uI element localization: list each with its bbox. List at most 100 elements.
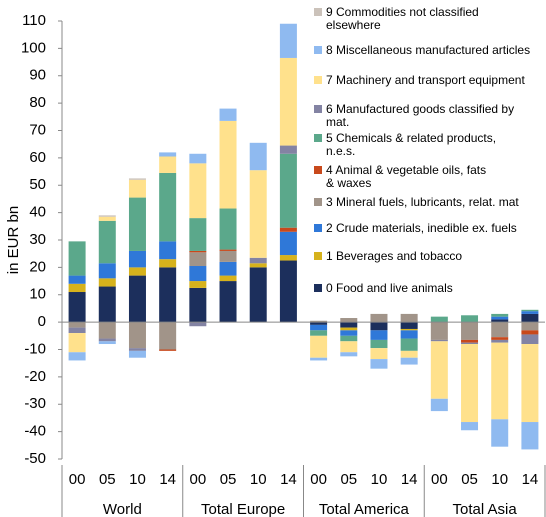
y-tick-label: 110 (22, 12, 46, 29)
bar-segment (430, 398, 448, 412)
x-tick-label: 05 (220, 471, 237, 488)
bar-segment (98, 341, 116, 345)
bar-segment (98, 322, 116, 339)
legend-swatch (314, 198, 322, 206)
bar-segment (279, 255, 297, 261)
bar-segment (310, 320, 328, 323)
bar-segment (159, 259, 177, 268)
bar-segment (128, 197, 146, 251)
bar-segment (249, 267, 267, 323)
bar-segment (98, 220, 116, 264)
bar-segment (98, 338, 116, 342)
legend-swatch (314, 76, 322, 84)
bar-segment (128, 275, 146, 323)
legend-label: 2 Crude materials, inedible ex. fuels (326, 221, 517, 235)
bar-segment (491, 342, 509, 420)
x-tick-label: 05 (461, 471, 478, 488)
bar-segment (491, 419, 509, 447)
legend-label: 1 Beverages and tobacco (326, 249, 463, 263)
bar-segment (128, 322, 146, 349)
bar-segment (68, 327, 86, 334)
x-tick-label: 00 (310, 471, 327, 488)
x-tick-label: 10 (250, 471, 267, 488)
bar-segment (68, 292, 86, 323)
group-label: Total Europe (201, 501, 285, 517)
bar-segment (219, 108, 237, 121)
bar-segment (340, 330, 358, 336)
bar-segment (98, 215, 116, 217)
y-tick-label: 70 (29, 121, 46, 138)
legend-label: 8 Miscellaneous manufactured articles (326, 43, 531, 57)
y-tick-label: 0 (38, 313, 46, 330)
bar-segment (340, 335, 358, 342)
bar-segment (159, 322, 177, 350)
x-tick-label: 00 (190, 471, 207, 488)
bar-segment (189, 163, 207, 219)
bar-segment (249, 170, 267, 258)
bar-segment (400, 322, 418, 329)
bar-segment (491, 337, 509, 340)
bar-segment (68, 333, 86, 353)
y-tick-label: 60 (29, 149, 46, 166)
bar-segment (521, 422, 539, 450)
bar-segment (370, 330, 388, 340)
bar-segment (219, 250, 237, 262)
bar-segment (189, 322, 207, 327)
bar-segment (491, 313, 509, 317)
x-tick-label: 00 (431, 471, 448, 488)
bar-segment (279, 23, 297, 58)
y-tick-label: -50 (24, 450, 46, 467)
x-tick-label: 05 (99, 471, 116, 488)
y-tick-label: 80 (29, 94, 46, 111)
bar-segment (128, 250, 146, 268)
bar-segment (400, 330, 418, 339)
x-tick-label: 10 (371, 471, 388, 488)
x-tick-label: 05 (340, 471, 357, 488)
bar-segment (159, 172, 177, 242)
bar-segment (98, 278, 116, 287)
bar-segment (400, 328, 418, 331)
bar-segment (400, 313, 418, 323)
bar-segment (491, 316, 509, 320)
bar-segment (189, 218, 207, 251)
bar-segment (521, 309, 539, 312)
legend-label: 4 Animal & vegetable oils, fats & waxes (326, 163, 487, 190)
bar-segment (461, 322, 479, 340)
y-tick-label: 40 (29, 204, 46, 221)
bar-segment (159, 152, 177, 157)
legend-label: 0 Food and live animals (326, 281, 453, 295)
bar-segment (98, 286, 116, 323)
bar-segment (491, 319, 509, 323)
legend-swatch (314, 8, 322, 16)
bar-segment (461, 344, 479, 423)
bar-segment (219, 120, 237, 209)
bar-segment (279, 57, 297, 146)
legend-swatch (314, 224, 322, 232)
bar-segment (340, 322, 358, 328)
bar-segment (430, 316, 448, 323)
legend-swatch (314, 252, 322, 260)
x-tick-label: 10 (491, 471, 508, 488)
x-tick-label: 14 (522, 471, 539, 488)
y-axis-label: in EUR bn (5, 206, 22, 274)
bar-segment (340, 341, 358, 353)
legend-swatch (314, 105, 322, 113)
x-tick-label: 14 (401, 471, 418, 488)
bar-segment (279, 153, 297, 228)
x-tick-label: 00 (69, 471, 86, 488)
bar-segment (461, 315, 479, 323)
bar-segment (521, 330, 539, 335)
bar-segment (279, 231, 297, 256)
bar-segment (430, 339, 448, 342)
bar-segment (400, 357, 418, 365)
bar-segment (189, 266, 207, 282)
bar-segment (128, 267, 146, 276)
bar-segment (159, 349, 177, 351)
legend-label: 7 Machinery and transport equipment (326, 73, 525, 87)
bar-segment (128, 348, 146, 351)
bar-segment (68, 241, 86, 276)
bar-segment (159, 156, 177, 173)
legend-label: 3 Mineral fuels, lubricants, relat. mat (326, 195, 519, 209)
